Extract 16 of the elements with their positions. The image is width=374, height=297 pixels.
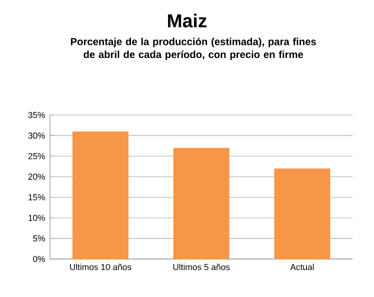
x-tick-label: Ultimos 5 años <box>173 264 230 270</box>
bar <box>274 168 330 259</box>
bar <box>173 148 230 259</box>
y-tick-label: 10% <box>28 214 45 221</box>
y-tick-label: 30% <box>28 132 45 139</box>
x-tick-label: Ultimos 10 años <box>70 264 132 270</box>
y-tick-label: 15% <box>28 194 45 200</box>
y-tick-label: 20% <box>28 174 45 180</box>
y-tick-label: 25% <box>28 153 45 160</box>
y-tick-label: 35% <box>28 112 45 118</box>
chart-title: Maiz <box>168 14 207 28</box>
chart-subtitle: Porcentaje de la producción (estimada), para fines de abril de cada período, con precio en firme <box>70 38 316 60</box>
bar <box>72 131 128 259</box>
y-tick-label: 0% <box>33 256 45 262</box>
y-tick-label: 5% <box>33 235 45 242</box>
x-tick-label: Actual <box>290 264 314 270</box>
